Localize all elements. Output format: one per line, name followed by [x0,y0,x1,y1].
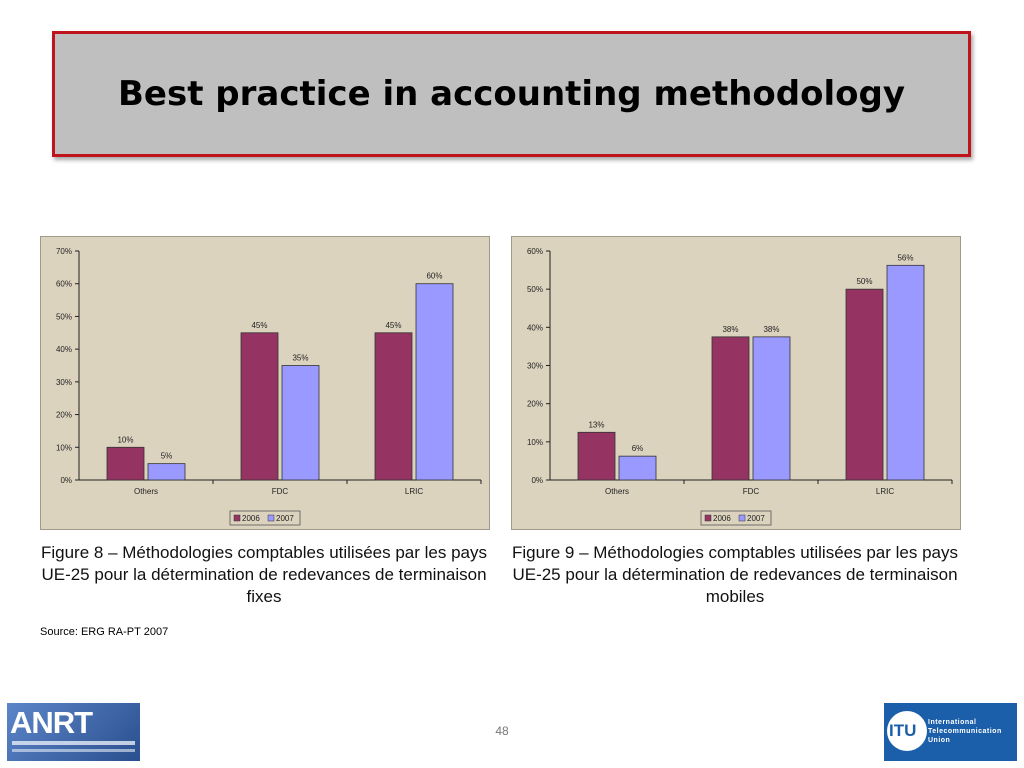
y-tick-label: 70% [56,247,72,256]
y-tick-label: 20% [56,411,72,420]
chart-panel-fixed: 0% 10% 20% 30% 40% 50% 60% 70% Others 10% 5% FDC 45%… [40,236,490,530]
anrt-logo: ANRT [7,703,140,761]
y-tick-label: 40% [527,323,543,332]
x-tick-label: LRIC [876,487,894,496]
source-note: Source: ERG RA-PT 2007 [40,626,169,638]
data-label: 56% [897,253,913,262]
legend-label-2007: 2007 [276,514,294,523]
data-label: 45% [385,321,401,330]
x-tick-label: FDC [272,487,289,496]
bar-2006-others [577,431,616,481]
bar-2007-others [618,455,657,481]
figure-9-caption: Figure 9 – Méthodologies comptables util… [511,543,959,606]
data-label: 50% [856,277,872,286]
legend-label-2007: 2007 [747,514,765,523]
bar-chart-mobile: 0% 10% 20% 30% 40% 50% 60% Others 13% 6% FDC 38% 38%… [527,247,953,526]
slide-title: Best practice in accounting methodology [118,74,905,114]
y-tick-label: 10% [527,438,543,447]
y-tick-label: 0% [60,476,72,485]
bar-2007-fdc [752,336,791,481]
itu-globe-icon [887,711,927,751]
legend-label-2006: 2006 [713,514,731,523]
data-label: 60% [426,272,442,281]
anrt-logo-subline [12,749,135,752]
legend-swatch-2007 [267,514,275,522]
legend-swatch-2006 [704,514,712,522]
legend-swatch-2007 [738,514,746,522]
itu-logo-words: International Telecommunication Union [928,718,1002,745]
bar-2007-lric [886,264,925,481]
bar-chart-fixed: 0% 10% 20% 30% 40% 50% 60% 70% Others 10% 5% FDC 45%… [56,247,482,526]
itu-logo-short: ITU [889,721,917,740]
chart-panel-mobile: 0% 10% 20% 30% 40% 50% 60% Others 13% 6% FDC 38% 38%… [511,236,961,530]
bar-2007-fdc [281,365,320,481]
data-label: 5% [161,452,173,461]
legend-box [700,510,772,526]
x-tick-label: Others [134,487,158,496]
y-tick-label: 30% [56,378,72,387]
plot-area [550,251,952,480]
figure-8-caption: Figure 8 – Méthodologies comptables util… [40,543,488,606]
page-number: 48 [495,724,509,738]
legend-swatch-2006 [233,514,241,522]
data-label: 13% [588,420,604,429]
bar-2006-others [106,446,145,481]
data-label: 38% [763,325,779,334]
data-label: 45% [251,321,267,330]
y-tick-label: 60% [527,247,543,256]
y-tick-label: 20% [527,400,543,409]
y-tick-label: 60% [56,280,72,289]
anrt-logo-arabic-line [12,741,135,745]
y-tick-label: 30% [527,362,543,371]
legend-box [229,510,301,526]
x-tick-label: FDC [743,487,760,496]
legend-label-2006: 2006 [242,514,260,523]
bar-2006-fdc [240,332,279,481]
bar-2006-lric [845,288,884,481]
x-tick-label: Others [605,487,629,496]
anrt-logo-text: ANRT [10,705,93,740]
y-tick-label: 40% [56,345,72,354]
data-label: 38% [722,325,738,334]
y-tick-label: 0% [531,476,543,485]
data-label: 10% [117,435,133,444]
x-tick-label: LRIC [405,487,423,496]
y-tick-label: 50% [56,312,72,321]
data-label: 35% [292,354,308,363]
data-label: 6% [632,444,644,453]
itu-logo: ITU International Telecommunication Unio… [884,703,1017,761]
title-banner: Best practice in accounting methodology [52,31,971,157]
bar-2007-lric [415,283,454,481]
bar-2007-others [147,463,186,481]
y-tick-label: 50% [527,285,543,294]
itu-logo-line1: International [928,719,977,726]
plot-area [79,251,481,480]
itu-logo-line3: Union [928,737,951,744]
y-tick-label: 10% [56,443,72,452]
itu-logo-line2: Telecommunication [928,728,1002,735]
bar-2006-lric [374,332,413,481]
bar-2006-fdc [711,336,750,481]
